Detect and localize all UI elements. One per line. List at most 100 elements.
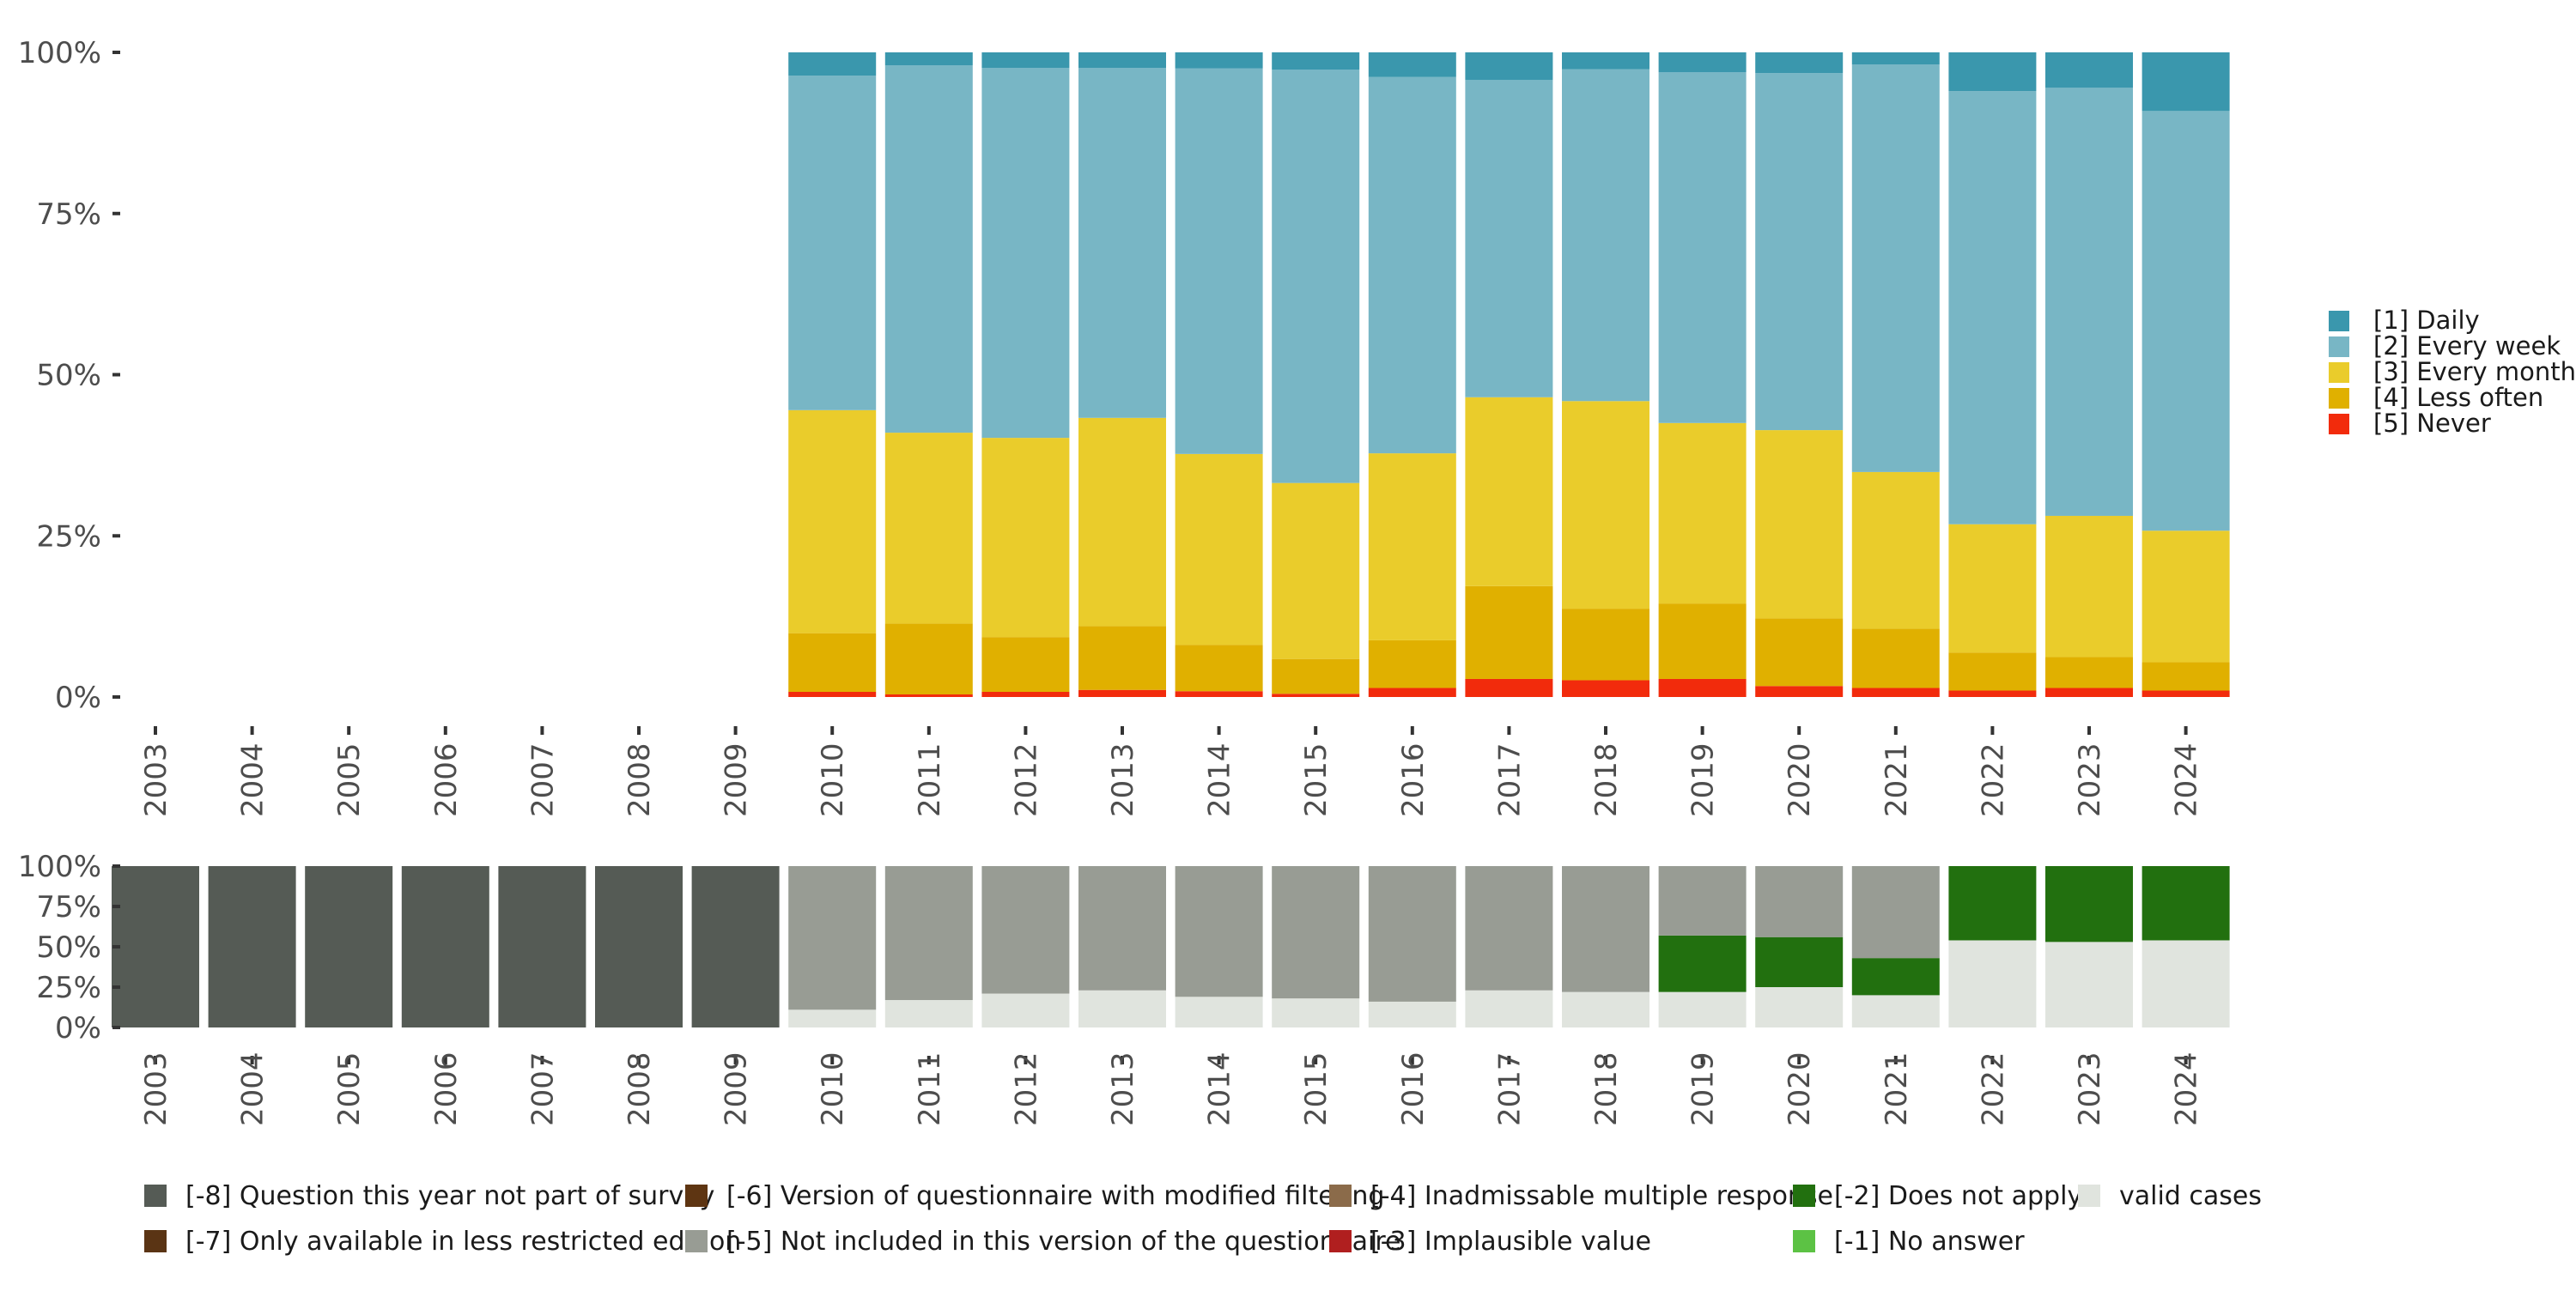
top-legend-label: [1] Daily (2373, 306, 2480, 335)
top-legend-swatch (2329, 336, 2349, 357)
top-legend-swatch (2329, 362, 2349, 383)
bottom-bar-2011-s0 (884, 1000, 973, 1027)
top-bar-2014-s3 (1175, 68, 1263, 454)
top-bar-2022-s2 (1948, 524, 2037, 653)
top-bar-layer (788, 52, 2230, 697)
top-bar-2022-s4 (1948, 52, 2037, 92)
bottom-bar-2017-s2 (1465, 866, 1553, 991)
top-bar-2018-s1 (1562, 609, 1649, 681)
top-bar-2011-s2 (884, 433, 973, 624)
bottom-bar-2012-s2 (981, 866, 1070, 994)
top-bar-2014-s2 (1175, 453, 1263, 646)
top-y-tick-label: 50% (36, 359, 101, 393)
top-bar-2024-s3 (2142, 111, 2230, 531)
bottom-x-tick-label: 2009 (720, 1052, 754, 1126)
bottom-x-tick-label: 2020 (1783, 1052, 1817, 1126)
bottom-x-tick-label: 2014 (1203, 1052, 1237, 1126)
top-bar-2012-s2 (981, 438, 1070, 638)
bottom-bar-2004-s3 (208, 866, 296, 1027)
top-y-tick-label: 75% (36, 197, 101, 232)
bottom-bar-2020-s1 (1755, 936, 1844, 987)
top-bar-2024-s0 (2142, 690, 2230, 697)
bottom-x-tick-label: 2011 (913, 1052, 947, 1126)
bottom-bar-2016-s0 (1368, 1001, 1456, 1027)
top-bar-2015-s4 (1272, 52, 1360, 70)
top-bar-2023-s1 (2045, 657, 2133, 688)
top-bar-2011-s1 (884, 623, 973, 694)
bottom-x-tick-label: 2006 (429, 1052, 464, 1126)
bottom-bar-2024-s0 (2142, 940, 2230, 1027)
bottom-legend-swatch (1793, 1185, 1815, 1207)
top-bar-2021-s0 (1851, 688, 1940, 697)
top-bar-2016-s2 (1368, 453, 1456, 640)
bottom-bar-2019-s2 (1658, 866, 1747, 936)
bottom-bar-2013-s2 (1078, 866, 1166, 991)
top-legend-swatch (2329, 388, 2349, 409)
top-bar-2019-s2 (1658, 422, 1747, 604)
bottom-bar-2006-s3 (401, 866, 489, 1027)
top-legend-label: [2] Every week (2373, 331, 2561, 361)
top-bar-2019-s3 (1658, 72, 1747, 423)
bottom-legend-swatch (144, 1230, 167, 1252)
bottom-bar-2014-s2 (1175, 866, 1263, 997)
top-bar-2021-s2 (1851, 471, 1940, 629)
top-bar-2021-s4 (1851, 52, 1940, 65)
top-bar-2020-s3 (1755, 73, 1844, 431)
bottom-bar-2014-s0 (1175, 997, 1263, 1027)
top-bar-2010-s4 (788, 52, 877, 76)
bottom-y-tick-label: 100% (18, 850, 101, 884)
bottom-bar-2019-s1 (1658, 935, 1747, 992)
top-bar-2016-s3 (1368, 76, 1456, 454)
bottom-y-tick-label: 50% (36, 930, 101, 965)
top-bar-2021-s1 (1851, 628, 1940, 688)
top-bar-2017-s2 (1465, 397, 1553, 586)
top-bar-2020-s0 (1755, 686, 1844, 697)
bottom-bar-2007-s3 (498, 866, 586, 1027)
top-bar-2017-s3 (1465, 80, 1553, 397)
bottom-bar-2023-s1 (2045, 866, 2133, 942)
top-x-tick-label: 2011 (913, 742, 947, 817)
top-bar-2013-s1 (1078, 626, 1166, 690)
top-x-tick-label: 2015 (1299, 742, 1334, 817)
top-x-tick-label: 2020 (1783, 742, 1817, 817)
top-bar-2010-s0 (788, 691, 877, 697)
top-x-tick-label: 2004 (236, 742, 270, 817)
top-bar-2016-s4 (1368, 52, 1456, 77)
top-x-tick-label: 2013 (1106, 742, 1140, 817)
top-bar-2013-s3 (1078, 68, 1166, 418)
top-x-tick-label: 2021 (1880, 742, 1914, 817)
top-x-tick-label: 2016 (1396, 742, 1431, 817)
top-bar-2023-s2 (2045, 515, 2133, 658)
bottom-legend-label: [-3] Implausible value (1370, 1227, 1651, 1257)
bottom-bar-2020-s2 (1755, 866, 1844, 937)
bottom-x-tick-label: 2008 (623, 1052, 657, 1126)
top-bar-2023-s4 (2045, 52, 2133, 88)
bottom-bar-2015-s2 (1272, 866, 1360, 999)
bottom-x-axis: 2003 2004 2005 2006 2007 2008 2009 2010 2011 2012… (139, 1052, 2204, 1126)
top-bar-2010-s1 (788, 633, 877, 692)
top-legend-label: [5] Never (2373, 409, 2491, 438)
top-bar-2017-s0 (1465, 678, 1553, 697)
bottom-bar-2013-s0 (1078, 990, 1166, 1027)
bottom-legend-swatch (685, 1185, 708, 1207)
bottom-x-tick-label: 2004 (236, 1052, 270, 1126)
bottom-bar-2021-s0 (1851, 995, 1940, 1027)
bottom-y-tick-label: 75% (36, 890, 101, 924)
top-bar-2016-s1 (1368, 639, 1456, 688)
top-bar-2010-s3 (788, 76, 877, 410)
top-bar-2014-s0 (1175, 691, 1263, 697)
top-bar-2022-s0 (1948, 690, 2037, 697)
top-x-tick-label: 2010 (816, 742, 850, 817)
bottom-y-tick-label: 25% (36, 971, 101, 1005)
bottom-bar-2017-s0 (1465, 990, 1553, 1027)
bottom-legend-swatch (144, 1185, 167, 1207)
top-bar-2014-s1 (1175, 645, 1263, 692)
bottom-legend-label: [-4] Inadmissable multiple response (1370, 1181, 1833, 1211)
top-bar-2018-s0 (1562, 680, 1649, 697)
top-bar-2017-s1 (1465, 585, 1553, 679)
bottom-x-tick-label: 2016 (1396, 1052, 1431, 1126)
top-y-axis: 0% 25% 50% 75% 100% (18, 36, 120, 715)
top-x-tick-label: 2008 (623, 742, 657, 817)
bottom-legend-label: [-2] Does not apply (1834, 1181, 2082, 1211)
